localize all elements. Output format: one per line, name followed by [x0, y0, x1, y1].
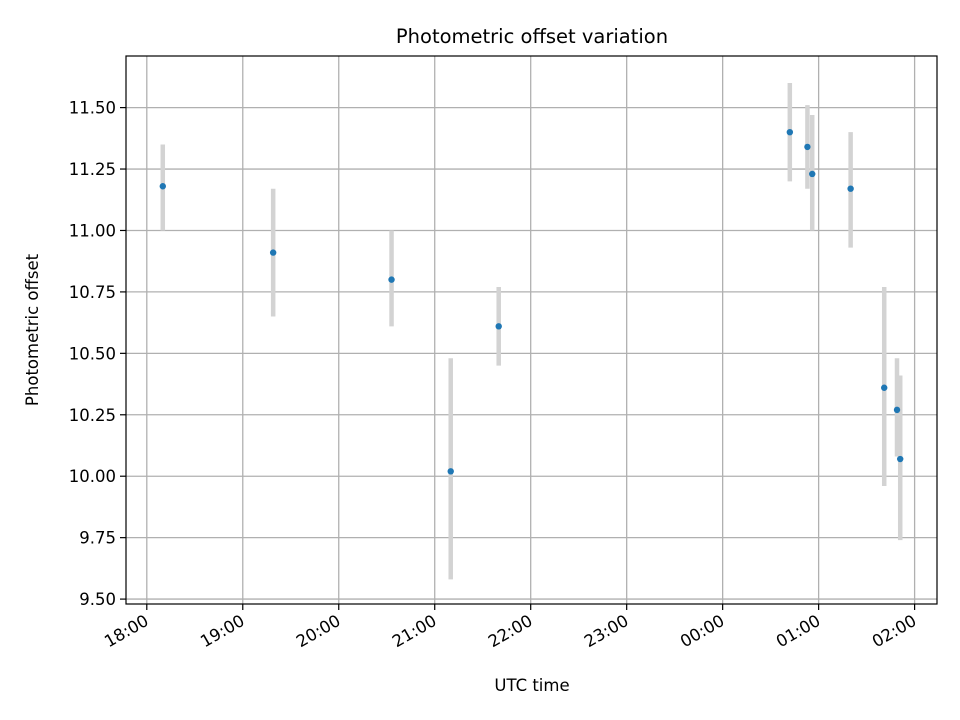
data-point	[269, 249, 277, 256]
y-axis-label: Photometric offset	[23, 253, 42, 406]
x-tick-label: 01:00	[773, 611, 824, 651]
y-tick-label: 11.50	[69, 99, 116, 118]
y-tick-label: 11.00	[69, 221, 116, 240]
x-tick-label: 00:00	[677, 611, 728, 651]
x-tick-label: 19:00	[197, 611, 248, 651]
data-point	[847, 185, 854, 192]
data-point	[809, 170, 816, 178]
data-point	[495, 323, 502, 330]
data-point	[881, 384, 888, 391]
y-tick-label: 10.00	[69, 467, 116, 486]
x-tick-label: 18:00	[101, 611, 152, 651]
x-tick-label: 23:00	[581, 611, 632, 651]
y-tick-label: 10.50	[69, 344, 116, 363]
x-tick-label: 22:00	[485, 611, 536, 651]
data-point	[388, 276, 395, 283]
x-tick-label: 20:00	[293, 611, 344, 651]
grid	[126, 56, 937, 604]
error-bars	[160, 83, 903, 580]
x-tick-label: 21:00	[389, 611, 440, 651]
data-point	[159, 183, 166, 190]
data-point	[893, 406, 901, 414]
y-tick-label: 10.25	[69, 406, 116, 425]
data-point	[804, 143, 811, 151]
y-tick-label: 9.75	[79, 529, 116, 548]
data-point	[447, 468, 454, 475]
data-points	[159, 128, 904, 475]
chart-title: Photometric offset variation	[396, 25, 668, 48]
y-tick-label: 11.25	[69, 160, 116, 179]
y-axis-ticks: 9.50 9.75 10.00 10.25 10.50 10.75 11.00 11.25 11…	[69, 99, 126, 609]
y-tick-label: 9.50	[79, 590, 116, 609]
y-tick-label: 10.75	[69, 283, 116, 302]
x-axis-ticks: 18:00 19:00 20:00 21:00 22:00 23:00 00:00 01:00…	[101, 604, 920, 651]
data-point	[897, 455, 904, 463]
data-point	[786, 128, 794, 136]
x-tick-label: 02:00	[869, 611, 920, 651]
plot-frame	[125, 55, 938, 605]
x-axis-label: UTC time	[494, 676, 569, 695]
